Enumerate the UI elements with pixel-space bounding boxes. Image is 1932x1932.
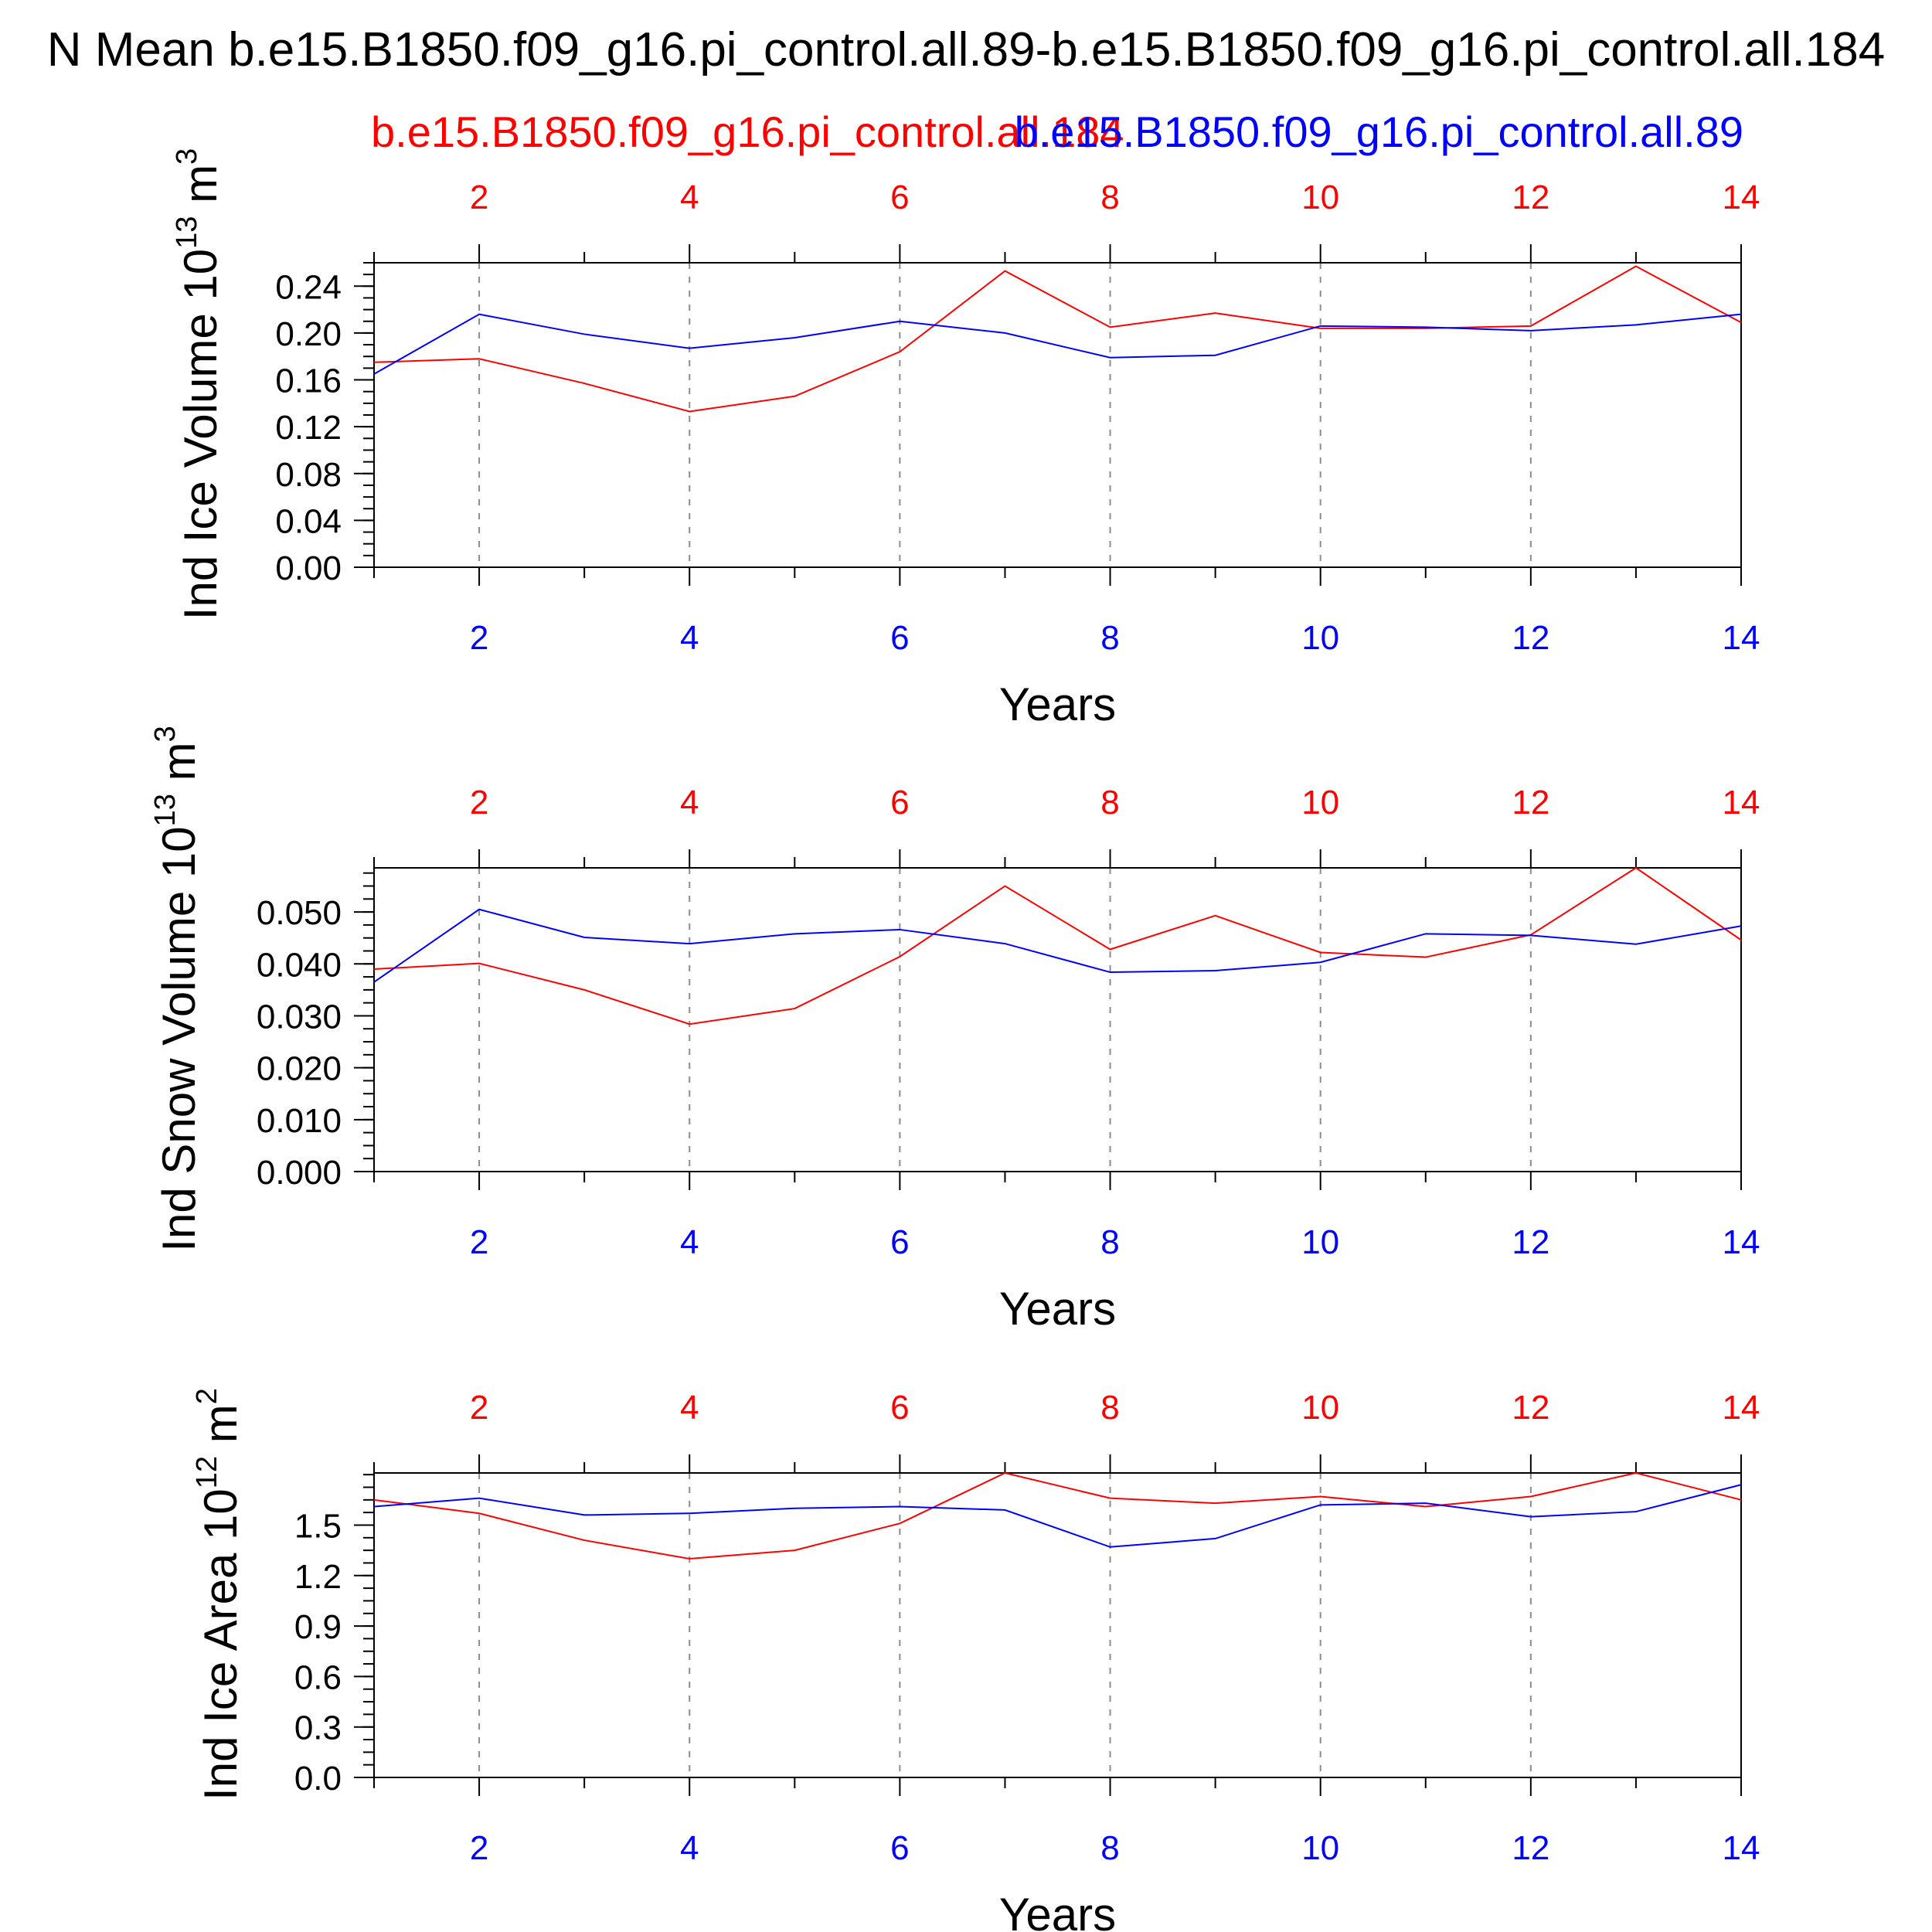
legend-blue-label: b.e15.B1850.f09_g16.pi_control.all.89 (1015, 107, 1743, 156)
y-tick-label: 0.24 (275, 268, 342, 306)
x-axis-label: Years (999, 679, 1116, 730)
series-line-blue (373, 313, 1742, 375)
x-bottom-tick-label: 4 (680, 619, 699, 657)
x-bottom-tick-label: 14 (1723, 1223, 1760, 1261)
y-tick-label: 0.050 (257, 894, 342, 932)
figure-title: N Mean b.e15.B1850.f09_g16.pi_control.al… (47, 23, 1885, 77)
x-top-tick-label: 4 (680, 179, 699, 216)
x-bottom-tick-label: 12 (1512, 1223, 1549, 1261)
x-bottom-tick-label: 4 (680, 1223, 699, 1261)
y-tick-label: 1.5 (294, 1507, 342, 1545)
x-top-tick-label: 8 (1100, 1389, 1119, 1427)
y-tick-label: 0.08 (275, 456, 342, 494)
series-line-red (373, 1471, 1742, 1560)
panel-1: 2 2 4 4 6 6 8 8 10 10 12 12 14 14 0.00 0.04 0.08 0.12 0.16… (171, 148, 1760, 730)
x-top-tick-label: 8 (1100, 784, 1119, 821)
x-axis-label: Years (999, 1889, 1116, 1932)
x-top-tick-label: 2 (470, 1389, 488, 1427)
x-bottom-tick-label: 8 (1100, 619, 1119, 657)
legend-red-label: b.e15.B1850.f09_g16.pi_control.all.184 (371, 107, 1124, 156)
y-tick-label: 1.2 (294, 1558, 342, 1596)
x-bottom-tick-label: 10 (1301, 1223, 1339, 1261)
x-top-tick-label: 2 (470, 784, 488, 821)
plot-frame (373, 262, 1742, 568)
y-tick-label: 0.00 (275, 549, 342, 587)
x-bottom-tick-label: 4 (680, 1829, 699, 1867)
y-tick-label: 0.12 (275, 409, 342, 447)
y-tick-label: 0.04 (275, 502, 342, 540)
series-line-red (373, 265, 1742, 413)
x-bottom-tick-label: 12 (1512, 619, 1549, 657)
y-tick-label: 0.020 (257, 1050, 342, 1088)
x-top-tick-label: 6 (890, 784, 909, 821)
x-top-tick-label: 10 (1301, 179, 1339, 216)
x-bottom-tick-label: 12 (1512, 1829, 1549, 1867)
x-axis-label: Years (999, 1283, 1116, 1335)
x-top-tick-label: 14 (1723, 784, 1760, 821)
x-bottom-tick-label: 10 (1301, 619, 1339, 657)
x-top-tick-label: 6 (890, 1389, 909, 1427)
y-axis-label: Ind Ice Volume 1013 m3 (171, 148, 226, 620)
panels: 224466881010121214140.000.040.080.120.16… (149, 148, 1760, 1932)
y-tick-label: 0.6 (294, 1658, 342, 1696)
panel-2: 2 2 4 4 6 6 8 8 10 10 12 12 14 14 0.000 0.010 0.020 0.030… (149, 726, 1760, 1335)
x-top-tick-label: 14 (1723, 179, 1760, 216)
x-bottom-tick-label: 14 (1723, 619, 1760, 657)
panel-3: 2 2 4 4 6 6 8 8 10 10 12 12 14 14 0.0 0.3 0.6 0.9 1.2 1.5 Ye… (191, 1388, 1760, 1932)
x-bottom-tick-label: 2 (470, 619, 488, 657)
series-line-red (373, 866, 1742, 1026)
x-top-tick-label: 4 (680, 1389, 699, 1427)
y-tick-label: 0.0 (294, 1760, 342, 1798)
plot-frame (373, 1472, 1742, 1778)
y-axis-label: Ind Snow Volume 1013 m3 (149, 726, 205, 1251)
x-bottom-tick-label: 6 (890, 1223, 909, 1261)
x-top-tick-label: 6 (890, 179, 909, 216)
x-bottom-tick-label: 8 (1100, 1223, 1119, 1261)
x-top-tick-label: 10 (1301, 784, 1339, 821)
x-bottom-tick-label: 10 (1301, 1829, 1339, 1867)
series-line-blue (373, 908, 1742, 983)
y-tick-label: 0.20 (275, 315, 342, 353)
x-bottom-tick-label: 14 (1723, 1829, 1760, 1867)
y-tick-label: 0.9 (294, 1608, 342, 1646)
y-axis-label: Ind Ice Area 1012 m2 (191, 1388, 247, 1801)
y-tick-label: 0.030 (257, 998, 342, 1036)
x-bottom-tick-label: 6 (890, 619, 909, 657)
x-top-tick-label: 8 (1100, 179, 1119, 216)
x-top-tick-label: 12 (1512, 784, 1549, 821)
x-top-tick-label: 12 (1512, 1389, 1549, 1427)
x-bottom-tick-label: 6 (890, 1829, 909, 1867)
y-tick-label: 0.010 (257, 1102, 342, 1140)
y-tick-label: 0.000 (257, 1154, 342, 1192)
x-bottom-tick-label: 2 (470, 1223, 488, 1261)
x-bottom-tick-label: 2 (470, 1829, 488, 1867)
plot-frame (373, 867, 1742, 1172)
x-top-tick-label: 4 (680, 784, 699, 821)
y-tick-label: 0.040 (257, 946, 342, 984)
x-top-tick-label: 10 (1301, 1389, 1339, 1427)
series-line-blue (373, 1484, 1742, 1548)
y-tick-label: 0.16 (275, 362, 342, 400)
x-top-tick-label: 2 (470, 179, 488, 216)
x-top-tick-label: 14 (1723, 1389, 1760, 1427)
x-top-tick-label: 12 (1512, 179, 1549, 216)
x-bottom-tick-label: 8 (1100, 1829, 1119, 1867)
y-tick-label: 0.3 (294, 1709, 342, 1747)
